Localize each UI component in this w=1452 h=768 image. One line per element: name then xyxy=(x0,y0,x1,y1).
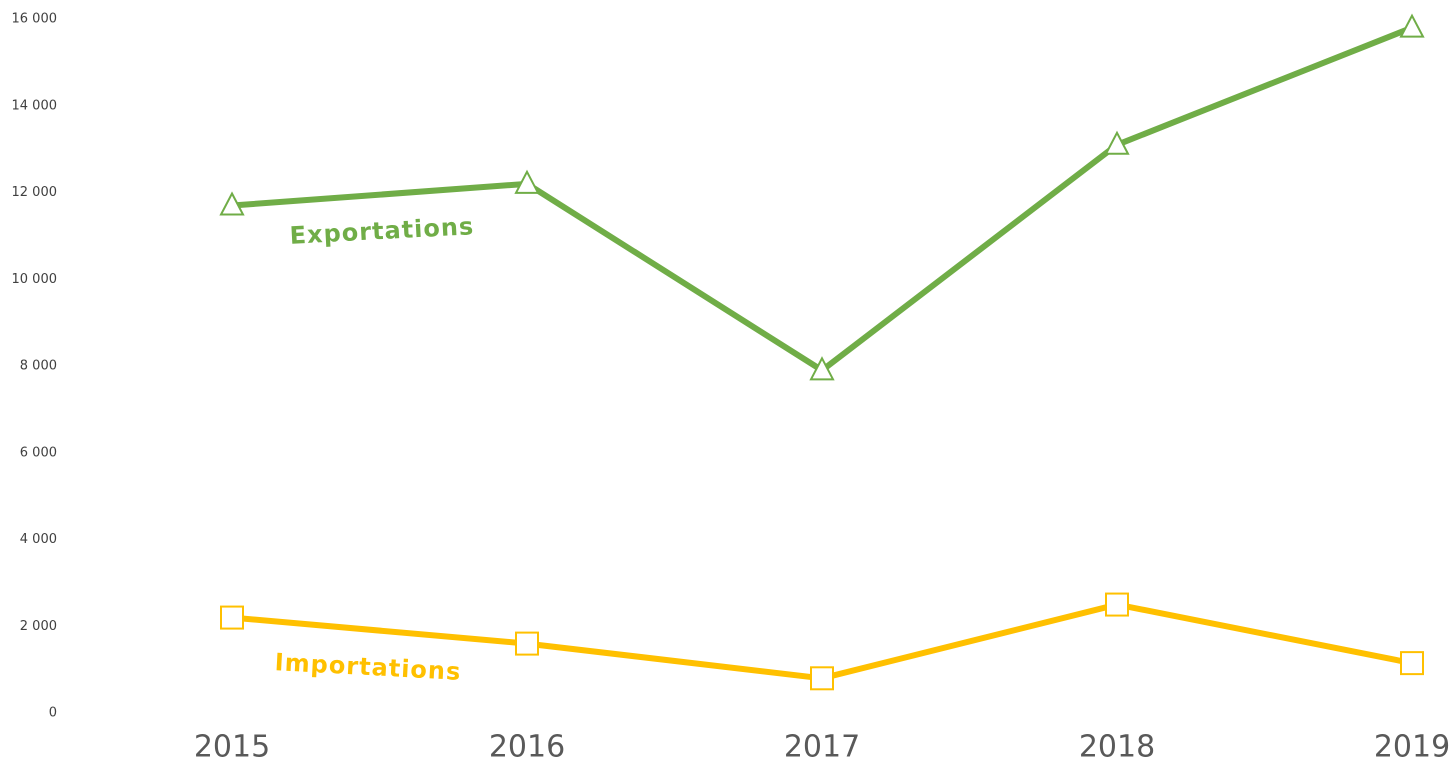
y-tick-label: 2 000 xyxy=(20,619,57,634)
x-tick-label: 2018 xyxy=(1079,730,1155,765)
y-tick-label: 6 000 xyxy=(20,445,57,460)
y-tick-label: 10 000 xyxy=(12,272,58,287)
series-line xyxy=(231,24,1414,374)
marker xyxy=(220,605,244,630)
x-tick-label: 2016 xyxy=(489,730,565,765)
marker xyxy=(1104,130,1130,155)
y-tick-label: 16 000 xyxy=(12,12,58,27)
marker xyxy=(515,631,539,656)
x-tick-label: 2015 xyxy=(194,730,270,765)
marker xyxy=(219,191,245,216)
y-tick-label: 8 000 xyxy=(20,359,57,374)
marker xyxy=(1399,13,1425,38)
x-tick-label: 2017 xyxy=(784,730,860,765)
y-tick-label: 4 000 xyxy=(20,532,57,547)
y-tick-label: 0 xyxy=(49,706,57,721)
series-label: Exportations xyxy=(289,212,475,250)
marker xyxy=(809,356,835,381)
y-tick-label: 14 000 xyxy=(12,98,58,113)
y-tick-label: 12 000 xyxy=(12,185,58,200)
marker xyxy=(514,169,540,194)
marker xyxy=(810,666,834,691)
marker xyxy=(1400,651,1424,676)
x-tick-label: 2019 xyxy=(1374,730,1450,765)
marker xyxy=(1105,592,1129,617)
series-label: Importations xyxy=(274,648,462,686)
